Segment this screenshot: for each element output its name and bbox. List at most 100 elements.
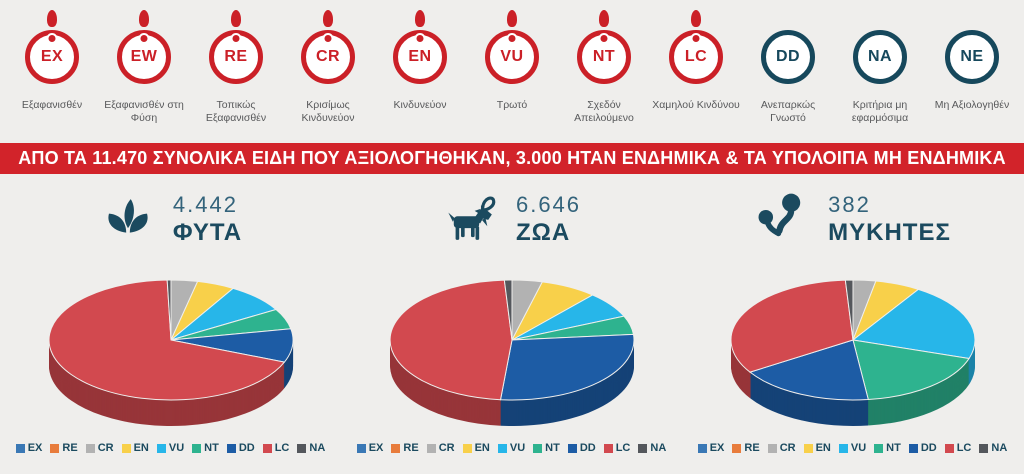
exclamation-dot-icon <box>322 33 334 44</box>
exclamation-icon <box>45 8 59 29</box>
legend-swatch-LC <box>944 443 954 453</box>
legend-code: CR <box>779 442 796 454</box>
animals-count: 6.646 <box>515 191 582 217</box>
exclamation-dot-icon <box>506 33 518 44</box>
legend-item-EN: EN <box>462 442 490 454</box>
legend-item-DD: DD <box>567 442 596 454</box>
legend-item-NT: NT <box>533 442 560 454</box>
fungi-count: 382 <box>828 191 871 217</box>
animals-header: 6.646 ΖΩΑ <box>442 176 581 262</box>
legend-swatch-VU <box>497 443 507 453</box>
badge-label: Ανεπαρκώς Γνωστό <box>760 99 816 125</box>
badge-label: Κριτήρια μη εφαρμόσιμα <box>851 99 909 125</box>
legend-item-LC: LC <box>603 442 631 454</box>
badge-code: RE <box>224 48 248 65</box>
legend-item-EX: EX <box>697 442 724 454</box>
pie-slice-VU <box>851 288 975 360</box>
legend-item-CR: CR <box>426 442 455 454</box>
exclamation-icon <box>689 8 703 29</box>
exclamation-icon <box>505 8 519 29</box>
badge-circle-NT: NT <box>569 4 639 96</box>
legend-code: DD <box>920 442 937 454</box>
animals-legend: EX RE CR EN VU NT DD LC NA <box>356 442 666 454</box>
badge-ring-EW: EW <box>117 30 171 84</box>
legend-code: EN <box>133 442 149 454</box>
legend-item-DD: DD <box>226 442 255 454</box>
badge-circle-EX: EX <box>17 4 87 96</box>
legend-item-LC: LC <box>944 442 972 454</box>
legend-swatch-EX <box>356 443 366 453</box>
legend-code: NA <box>309 442 326 454</box>
legend-code: EX <box>368 442 384 454</box>
badge-code: VU <box>500 48 524 65</box>
legend-code: VU <box>850 442 867 454</box>
pie-slice-NA <box>503 279 512 341</box>
badge-EW: EW Εξαφανισθέν στη Φύση <box>98 4 190 140</box>
badge-code: EX <box>40 48 64 65</box>
exclamation-icon <box>413 8 427 29</box>
legend-code: LC <box>274 442 290 454</box>
badge-code: CR <box>315 48 341 65</box>
legend-item-EX: EX <box>356 442 384 454</box>
legend-swatch-EX <box>15 443 25 453</box>
legend-item-EN: EN <box>121 442 149 454</box>
legend-code: LC <box>615 442 631 454</box>
badge-circle-EN: EN <box>385 4 455 96</box>
legend-code: EN <box>474 442 490 454</box>
legend-swatch-LC <box>603 443 613 453</box>
fungi-legend: EX RE CR EN VU NT DD LC NA <box>697 442 1007 454</box>
badge-code: LC <box>684 48 708 65</box>
pie-slice-NT <box>851 339 970 401</box>
legend-swatch-NT <box>533 443 543 453</box>
plants-header: 4.442 ΦΥΤΑ <box>99 176 242 262</box>
badge-circle-LC: LC <box>661 4 731 96</box>
badge-CR: CR Κρισίμως Κινδυνεύον <box>282 4 374 140</box>
badge-circle-VU: VU <box>477 4 547 96</box>
badge-code: EN <box>408 48 432 65</box>
legend-swatch-NT <box>192 443 202 453</box>
badge-NE: NE Μη Αξιολογηθέν <box>926 4 1018 140</box>
fungi-header: 382 ΜΥΚΗΤΕΣ <box>754 176 951 262</box>
charts-area: 4.442 ΦΥΤΑ EX RE CR EN VU NT DD LC NA <box>0 176 1024 474</box>
summary-banner-text: ΑΠΟ ΤΑ 11.470 ΣΥΝΟΛΙΚΑ ΕΙΔΗ ΠΟΥ ΑΞΙΟΛΟΓΗ… <box>18 148 1006 168</box>
legend-item-EX: EX <box>15 442 42 454</box>
legend-code: VU <box>168 442 185 454</box>
badge-EN: EN Κινδυνεύον <box>374 4 466 140</box>
badge-circle-NA: NA <box>845 4 915 96</box>
legend-swatch-RE <box>732 443 742 453</box>
legend-swatch-NT <box>874 443 884 453</box>
badge-ring-NE: NE <box>945 30 999 84</box>
animals-title: ΖΩΑ <box>515 218 571 246</box>
legend-swatch-EN <box>121 443 131 453</box>
legend-item-NA: NA <box>979 442 1007 454</box>
badge-label: Εξαφανισθέν <box>21 99 83 111</box>
legend-swatch-EX <box>697 443 707 453</box>
status-badges-row: EX Εξαφανισθέν EW Εξαφανισθέν στη Φύση RE Τοπ… <box>6 4 1018 140</box>
legend-item-NT: NT <box>874 442 901 454</box>
legend-item-NA: NA <box>297 442 325 454</box>
legend-item-VU: VU <box>838 442 867 454</box>
badge-circle-DD: DD <box>753 4 823 96</box>
badge-label: Κρισίμως Κινδυνεύον <box>301 99 355 125</box>
badge-label: Χαμηλού Κινδύνου <box>652 99 740 111</box>
legend-item-DD: DD <box>908 442 937 454</box>
badge-circle-EW: EW <box>109 4 179 96</box>
exclamation-dot-icon <box>46 33 58 44</box>
legend-code: NA <box>991 442 1008 454</box>
badge-code: NT <box>592 48 616 65</box>
badge-label: Κινδυνεύον <box>393 99 447 111</box>
legend-code: LC <box>956 442 972 454</box>
legend-swatch-CR <box>426 443 436 453</box>
goat-icon <box>448 196 496 240</box>
badge-DD: DD Ανεπαρκώς Γνωστό <box>742 4 834 140</box>
badge-RE: RE Τοπικώς Εξαφανισθέν <box>190 4 282 140</box>
badge-code: NE <box>960 48 984 65</box>
exclamation-icon <box>597 8 611 29</box>
legend-swatch-VU <box>838 443 848 453</box>
legend-item-RE: RE <box>50 442 78 454</box>
legend-item-LC: LC <box>262 442 290 454</box>
legend-item-CR: CR <box>85 442 114 454</box>
pie-slice-LC <box>389 279 513 401</box>
exclamation-dot-icon <box>230 33 242 44</box>
legend-swatch-NA <box>979 443 989 453</box>
